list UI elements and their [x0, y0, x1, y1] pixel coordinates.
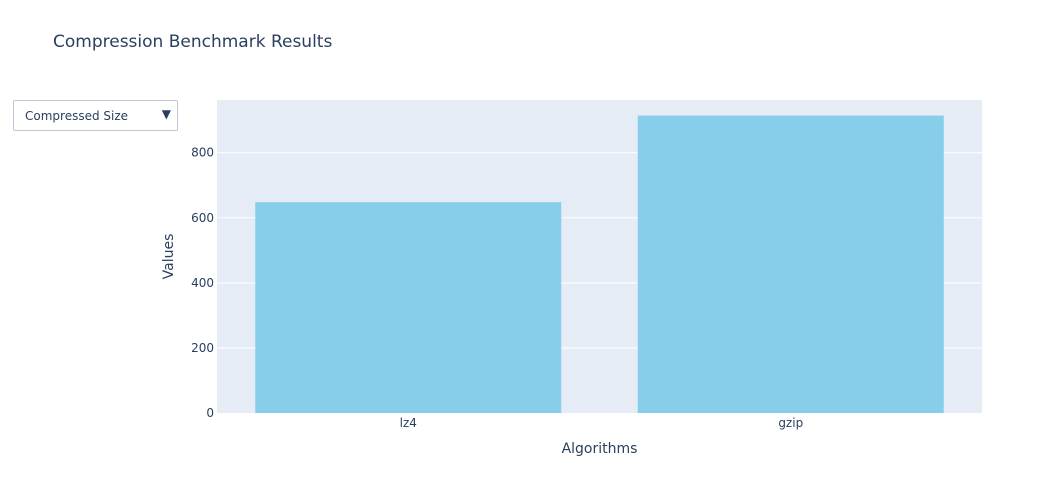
x-axis-title: Algorithms: [562, 441, 638, 457]
x-axis-ticks: lz4 gzip: [400, 416, 804, 430]
x-tick-label: lz4: [400, 416, 417, 430]
y-tick-label: 0: [206, 406, 214, 420]
dropdown-selected-label: Compressed Size: [25, 109, 129, 123]
bar-lz4: [255, 202, 562, 413]
x-tick-label: gzip: [778, 416, 803, 430]
y-tick-label: 600: [191, 211, 214, 225]
y-tick-label: 400: [191, 276, 214, 290]
chart-title: Compression Benchmark Results: [53, 32, 333, 52]
caret-down-icon: ▼: [161, 107, 171, 121]
y-axis-ticks: 0 200 400 600 800: [191, 146, 214, 420]
bars: [255, 115, 944, 413]
metric-dropdown[interactable]: Compressed Size ▼: [13, 100, 178, 131]
y-axis-title: Values: [161, 234, 177, 280]
bar-gzip: [637, 115, 944, 413]
y-tick-label: 800: [191, 146, 214, 160]
y-tick-label: 200: [191, 341, 214, 355]
